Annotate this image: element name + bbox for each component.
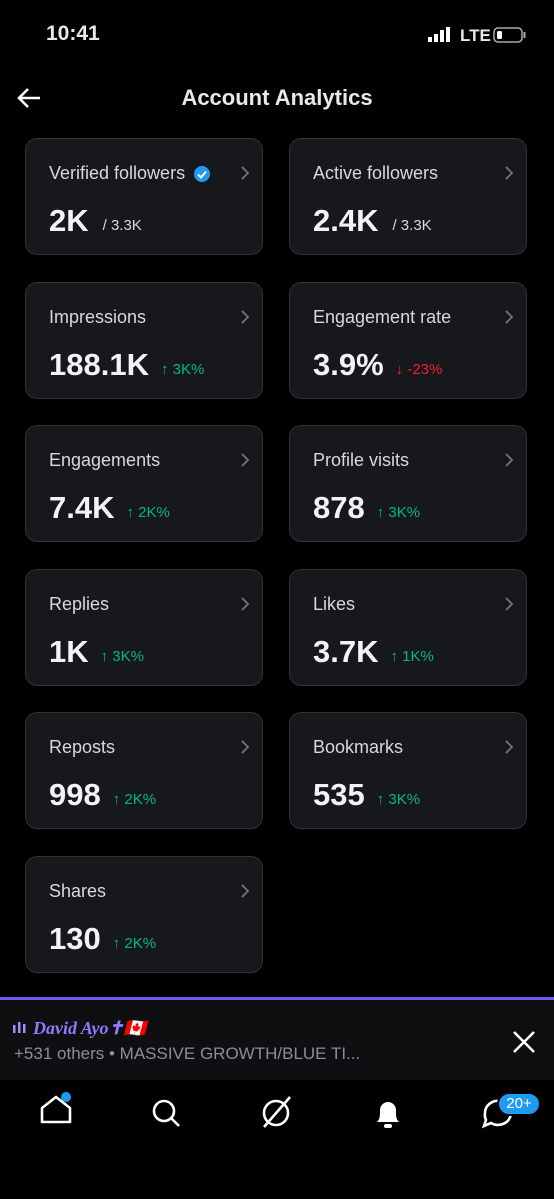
metric-card[interactable]: Engagements 7.4K ↑ 2K%: [25, 425, 263, 542]
metric-label: Shares: [49, 880, 107, 901]
audio-icon: [13, 1022, 26, 1033]
banner-name: David Ayo✝🇨🇦: [33, 1018, 146, 1038]
metric-value: 878: [313, 490, 365, 525]
metric-change: ↑ 3K%: [160, 360, 205, 378]
metric-card[interactable]: Impressions 188.1K ↑ 3K%: [25, 281, 263, 399]
nav-home[interactable]: [40, 1092, 72, 1124]
page-title: Account Analytics: [181, 85, 373, 110]
banner-divider: [0, 997, 554, 1000]
chevron: [505, 596, 514, 611]
metric-label: Active followers: [313, 163, 439, 183]
metric-total: / 3.3K: [392, 217, 432, 234]
metric-value: 3.9%: [313, 346, 384, 382]
metric-card[interactable]: Reposts 998 ↑ 2K%: [25, 712, 263, 829]
metric-total: / 3.3K: [102, 217, 142, 234]
chevron: [241, 740, 250, 754]
chevron: [241, 166, 250, 180]
status-time: 10:41: [46, 22, 100, 45]
metric-change: ↑ 3K%: [376, 504, 421, 521]
metric-change: ↑ 3K%: [376, 791, 421, 808]
nav-notifications[interactable]: [377, 1102, 399, 1128]
metric-value: 188.1K: [49, 346, 149, 382]
metric-label: Impressions: [49, 306, 147, 327]
metric-change: ↑ 2K%: [126, 504, 170, 521]
metric-value: 535: [313, 777, 365, 812]
metric-card[interactable]: Verified followers 2K / 3.3K: [25, 138, 263, 255]
nav-search[interactable]: [152, 1099, 180, 1127]
chevron: [505, 309, 514, 324]
banner-text: +531 others • MASSIVE GROWTH/BLUE TI...: [14, 1044, 361, 1063]
nav-badge: 20+: [506, 1095, 532, 1112]
chevron: [241, 596, 250, 611]
metric-value: 998: [49, 777, 101, 812]
metric-card[interactable]: Bookmarks 535 ↑ 3K%: [289, 712, 527, 829]
metric-change: ↑ 3K%: [100, 647, 144, 665]
metric-value: 130: [49, 920, 101, 956]
metric-label: Reposts: [49, 737, 116, 757]
chevron: [241, 453, 250, 467]
metric-card[interactable]: Active followers 2.4K / 3.3K: [289, 138, 527, 255]
metric-value: 2.4K: [313, 203, 379, 238]
chevron: [505, 166, 514, 180]
chevron: [241, 309, 250, 324]
metric-value: 3.7K: [313, 633, 379, 669]
chevron: [505, 740, 514, 754]
metric-change: ↓ -23%: [395, 360, 443, 378]
metric-change: ↑ 2K%: [112, 934, 157, 952]
chevron: [505, 453, 514, 467]
metric-label: Likes: [313, 593, 356, 614]
back-button[interactable]: [14, 84, 44, 112]
metric-label: Replies: [49, 593, 110, 614]
metric-value: 1K: [49, 633, 89, 669]
metric-card[interactable]: Replies 1K ↑ 3K%: [25, 568, 263, 686]
metric-label: Verified followers: [49, 163, 186, 183]
metric-change: ↑ 2K%: [112, 791, 157, 808]
verified-badge: [194, 166, 211, 182]
close-button[interactable]: [511, 1029, 537, 1055]
metric-card[interactable]: Shares 130 ↑ 2K%: [25, 855, 263, 973]
metric-value: 2K: [49, 203, 89, 238]
nav-messages[interactable]: [481, 1092, 541, 1129]
bottom-nav: [40, 1092, 541, 1129]
status-icons: [428, 27, 526, 43]
metric-label: Engagements: [49, 450, 161, 470]
metric-card[interactable]: Engagement rate 3.9% ↓ -23%: [289, 281, 527, 399]
metric-label: Profile visits: [313, 450, 410, 470]
banner[interactable]: [0, 1000, 554, 1080]
chevron: [241, 883, 250, 898]
metric-label: Engagement rate: [313, 306, 452, 327]
metric-label: Bookmarks: [313, 737, 404, 757]
metric-card[interactable]: Profile visits 878 ↑ 3K%: [289, 425, 527, 542]
metric-change: ↑ 1K%: [390, 647, 434, 665]
status-network: LTE: [460, 26, 491, 45]
nav-grok[interactable]: [262, 1096, 291, 1128]
metric-card[interactable]: Likes 3.7K ↑ 1K%: [289, 568, 527, 686]
metric-value: 7.4K: [49, 490, 115, 525]
